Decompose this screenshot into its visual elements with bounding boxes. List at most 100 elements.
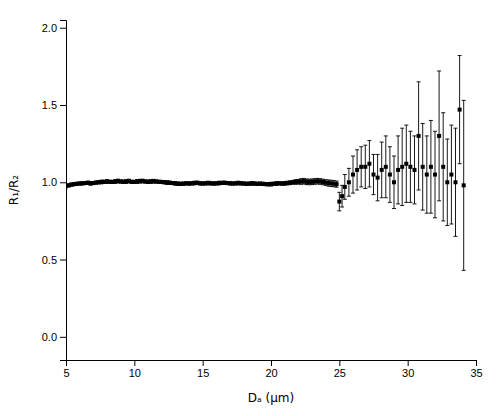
tick-label: 0.5 (42, 254, 57, 266)
error-bar (462, 100, 466, 270)
error-cap (355, 190, 359, 191)
error-cap (380, 197, 384, 198)
point (388, 173, 392, 177)
error-bar (384, 136, 388, 198)
error-cap (380, 142, 384, 143)
error-cap (388, 146, 392, 147)
error-cap (437, 71, 441, 72)
tick-label: 0.0 (42, 331, 57, 343)
error-cap (335, 181, 339, 182)
point (392, 180, 396, 184)
point (343, 185, 347, 189)
error-bar (421, 124, 425, 211)
point (400, 165, 404, 169)
point (454, 180, 458, 184)
error-bar (429, 120, 433, 213)
error-cap (429, 120, 433, 121)
tick-mark (60, 260, 66, 261)
error-cap (417, 190, 421, 191)
tick-mark (203, 360, 204, 366)
tick-mark (339, 360, 340, 366)
error-cap (421, 123, 425, 124)
tick: 0.5 (42, 254, 66, 266)
error-cap (462, 270, 466, 271)
point (417, 134, 421, 138)
tick: 35 (470, 360, 482, 379)
error-cap (337, 192, 341, 193)
error-cap (408, 131, 412, 132)
error-cap (417, 81, 421, 82)
error-bar (441, 113, 445, 221)
point (351, 173, 355, 177)
x-axis: 5 10 15 20 25 30 35 (63, 360, 482, 379)
error-bar (376, 154, 380, 200)
error-cap (462, 100, 466, 101)
tick-label: 5 (63, 367, 69, 379)
error-bar (372, 154, 376, 194)
error-bar (351, 156, 355, 193)
error-cap (347, 168, 351, 169)
error-bar (454, 128, 458, 236)
tick: 25 (334, 360, 346, 379)
y-axis-title: R₁/R₂ (7, 175, 21, 206)
error-cap (396, 203, 400, 204)
tick: 30 (402, 360, 414, 379)
error-cap (449, 224, 453, 225)
tick-label: 15 (197, 367, 209, 379)
tick: 2.0 (42, 22, 66, 34)
error-cap (340, 207, 344, 208)
tick-label: 10 (129, 367, 141, 379)
error-cap (343, 199, 347, 200)
point (441, 165, 445, 169)
point (429, 165, 433, 169)
error-cap (421, 210, 425, 211)
error-bar (408, 131, 412, 202)
error-cap (413, 203, 417, 204)
error-bar (404, 125, 408, 202)
tick: 15 (197, 360, 209, 379)
point (408, 165, 412, 169)
error-cap (400, 128, 404, 129)
tick-mark (408, 360, 409, 366)
point (433, 173, 437, 177)
error-bar (347, 168, 351, 196)
point (359, 165, 363, 169)
point (347, 180, 351, 184)
error-cap (355, 149, 359, 150)
point (372, 173, 376, 177)
error-cap (347, 196, 351, 197)
x-axis-title: Dₐ (μm) (248, 391, 294, 405)
point (380, 168, 384, 172)
error-bar (437, 71, 441, 201)
point (425, 173, 429, 177)
error-cap (449, 125, 453, 126)
error-cap (392, 208, 396, 209)
error-cap (445, 139, 449, 140)
error-cap (359, 186, 363, 187)
axis-line (60, 21, 67, 361)
tick-label: 1.5 (42, 99, 57, 111)
tick: 20 (265, 360, 277, 379)
error-cap (404, 125, 408, 126)
error-bar (355, 150, 359, 190)
error-bar (363, 145, 367, 188)
point (437, 134, 441, 138)
error-cap (351, 193, 355, 194)
point (363, 165, 367, 169)
point (367, 162, 371, 166)
tick: 0.0 (42, 331, 66, 343)
error-cap (458, 163, 462, 164)
point (335, 182, 339, 186)
error-cap (392, 156, 396, 157)
error-cap (441, 220, 445, 221)
point (404, 162, 408, 166)
error-cap (400, 205, 404, 206)
error-cap (359, 146, 363, 147)
error-cap (367, 140, 371, 141)
error-bar (380, 142, 384, 198)
error-cap (454, 236, 458, 237)
points (66, 108, 466, 204)
tick-label: 35 (470, 367, 482, 379)
error-cap (458, 55, 462, 56)
error-cap (433, 131, 437, 132)
